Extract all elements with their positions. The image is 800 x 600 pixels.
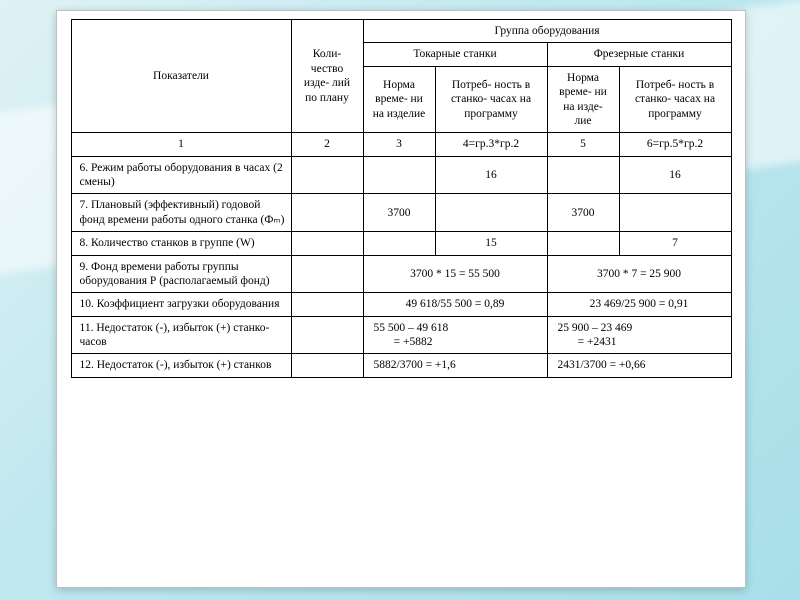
table-row: 8. Количество станков в группе (W) 15 7 — [71, 232, 731, 255]
row7-c2: 3700 — [363, 194, 435, 232]
row10-mill: 23 469/25 900 = 0,91 — [547, 293, 731, 316]
row8-c2 — [363, 232, 435, 255]
row8-c4 — [547, 232, 619, 255]
coln-4: 4=гр.3*гр.2 — [435, 133, 547, 156]
row10-lathe: 49 618/55 500 = 0,89 — [363, 293, 547, 316]
table-row: 10. Коэффициент загрузки оборудования 49… — [71, 293, 731, 316]
coln-2: 2 — [291, 133, 363, 156]
row11-mill: 25 900 – 23 469 = +2431 — [547, 316, 731, 354]
row7-label: 7. Плановый (эффективный) годовой фонд в… — [71, 194, 291, 232]
coln-5: 5 — [547, 133, 619, 156]
row10-label: 10. Коэффициент загрузки оборудования — [71, 293, 291, 316]
row7-c4: 3700 — [547, 194, 619, 232]
row8-c3: 15 — [435, 232, 547, 255]
row9-label: 9. Фонд времени работы группы оборудован… — [71, 255, 291, 293]
table-row: 9. Фонд времени работы группы оборудован… — [71, 255, 731, 293]
hdr-milling: Фрезерные станки — [547, 43, 731, 66]
hdr-equipment-group: Группа оборудования — [363, 20, 731, 43]
hdr-mill-norm: Норма време- ни на изде- лие — [547, 66, 619, 133]
row12-label: 12. Недостаток (-), избыток (+) станков — [71, 354, 291, 377]
row11-label: 11. Недостаток (-), избыток (+) станко-ч… — [71, 316, 291, 354]
row11-c1 — [291, 316, 363, 354]
row6-label: 6. Режим работы оборудования в часах (2 … — [71, 156, 291, 194]
header-row-1: Показатели Коли- чество изде- лий по пла… — [71, 20, 731, 43]
row9-c1 — [291, 255, 363, 293]
row10-c1 — [291, 293, 363, 316]
hdr-mill-need: Потреб- ность в станко- часах на програм… — [619, 66, 731, 133]
row12-lathe: 5882/3700 = +1,6 — [363, 354, 547, 377]
table-row: 11. Недостаток (-), избыток (+) станко-ч… — [71, 316, 731, 354]
row12-mill: 2431/3700 = +0,66 — [547, 354, 731, 377]
equipment-table: Показатели Коли- чество изде- лий по пла… — [71, 19, 732, 378]
row6-c1 — [291, 156, 363, 194]
hdr-qty-plan: Коли- чество изде- лий по плану — [291, 20, 363, 133]
row12-c1 — [291, 354, 363, 377]
row8-c1 — [291, 232, 363, 255]
row11-lathe: 55 500 – 49 618 = +5882 — [363, 316, 547, 354]
hdr-lathes: Токарные станки — [363, 43, 547, 66]
row8-c5: 7 — [619, 232, 731, 255]
table-row: 7. Плановый (эффективный) годовой фонд в… — [71, 194, 731, 232]
row6-c4 — [547, 156, 619, 194]
row7-c5 — [619, 194, 731, 232]
hdr-lathe-need: Потреб- ность в станко- часах на програм… — [435, 66, 547, 133]
table-row: 6. Режим работы оборудования в часах (2 … — [71, 156, 731, 194]
row9-lathe: 3700 * 15 = 55 500 — [363, 255, 547, 293]
coln-3: 3 — [363, 133, 435, 156]
table-row: 12. Недостаток (-), избыток (+) станков … — [71, 354, 731, 377]
row8-label: 8. Количество станков в группе (W) — [71, 232, 291, 255]
column-number-row: 1 2 3 4=гр.3*гр.2 5 6=гр.5*гр.2 — [71, 133, 731, 156]
row7-c1 — [291, 194, 363, 232]
row9-mill: 3700 * 7 = 25 900 — [547, 255, 731, 293]
hdr-indicators: Показатели — [71, 20, 291, 133]
hdr-lathe-norm: Норма време- ни на изделие — [363, 66, 435, 133]
row6-c5: 16 — [619, 156, 731, 194]
row7-c3 — [435, 194, 547, 232]
row6-c3: 16 — [435, 156, 547, 194]
coln-1: 1 — [71, 133, 291, 156]
coln-6: 6=гр.5*гр.2 — [619, 133, 731, 156]
row6-c2 — [363, 156, 435, 194]
content-frame: Показатели Коли- чество изде- лий по пла… — [56, 10, 746, 588]
